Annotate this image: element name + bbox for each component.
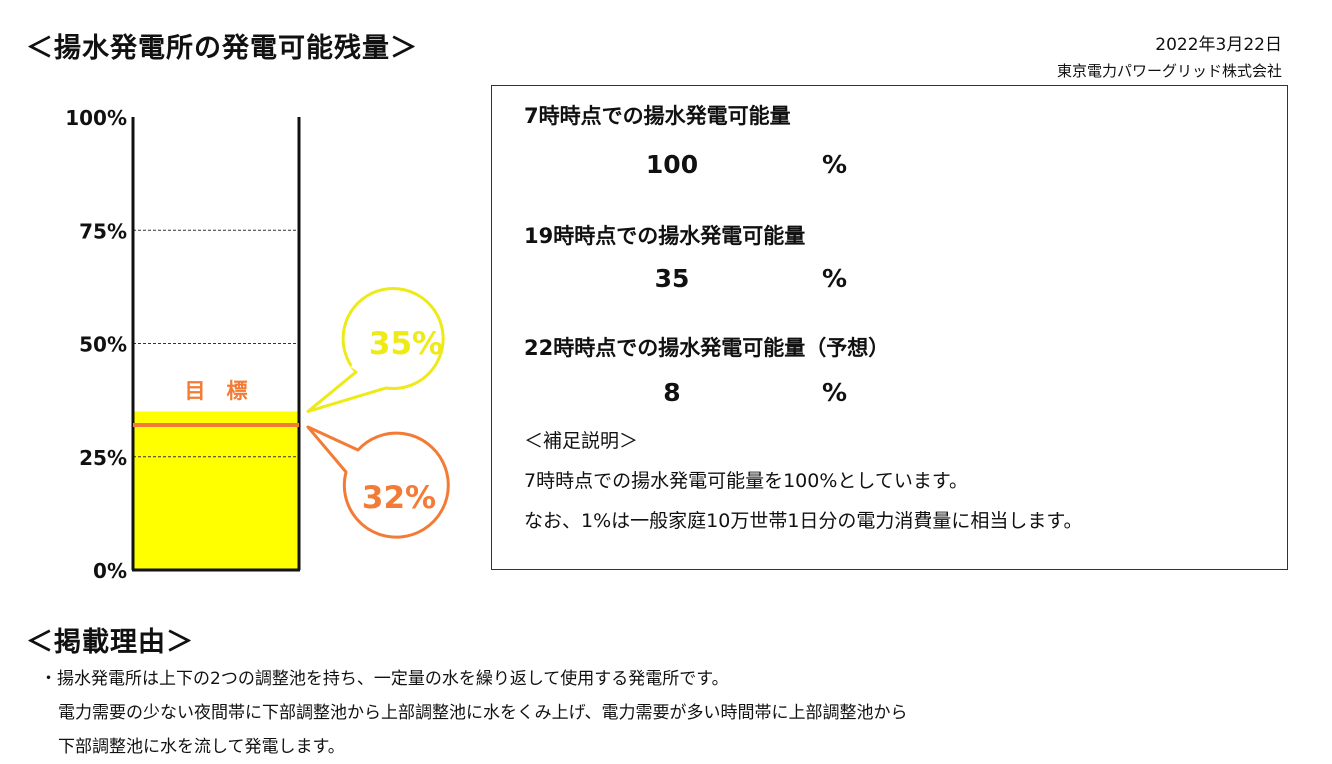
publisher-name: 東京電力パワーグリッド株式会社 — [1056, 62, 1282, 80]
reservoir-chart: 0% 25% 50% 75% 100% 目 標 35% 32% — [65, 106, 450, 583]
info-value-22h: 8 — [663, 378, 681, 407]
y-tick-label: 25% — [79, 446, 127, 470]
y-tick-label: 100% — [65, 106, 127, 130]
note-line: なお、1%は一般家庭10万世帯1日分の電力消費量に相当します。 — [524, 510, 1083, 532]
target-label: 目 標 — [185, 379, 248, 403]
target-callout-bubble — [306, 425, 450, 539]
target-callout-label: 32% — [362, 480, 436, 516]
current-callout-bubble — [306, 287, 445, 413]
report-date: 2022年3月22日 — [1155, 35, 1282, 55]
info-value-7h: 100 — [645, 150, 699, 179]
page-title: ＜揚水発電所の発電可能残量＞ — [26, 33, 418, 64]
info-unit-19h: % — [822, 264, 848, 293]
y-tick-label: 0% — [93, 559, 127, 583]
y-tick-label: 75% — [79, 219, 127, 243]
note-heading: ＜補足説明＞ — [524, 430, 639, 452]
current-callout-label: 35% — [369, 326, 443, 362]
info-label-7h: 7時時点での揚水発電可能量 — [524, 104, 791, 128]
info-label-19h: 19時時点での揚水発電可能量 — [524, 224, 806, 248]
info-unit-22h: % — [822, 378, 848, 407]
fill-level-bar — [133, 411, 299, 570]
y-tick-label: 50% — [79, 333, 127, 357]
reason-line: 下部調整池に水を流して発電します。 — [58, 737, 345, 757]
callout-mask — [350, 362, 384, 386]
reason-line: ・揚水発電所は上下の2つの調整池を持ち、一定量の水を繰り返して使用する発電所です… — [40, 669, 729, 689]
reason-heading: ＜掲載理由＞ — [26, 627, 194, 658]
info-label-22h: 22時時点での揚水発電可能量（予想） — [524, 336, 890, 360]
note-line: 7時時点での揚水発電可能量を100%としています。 — [524, 470, 968, 492]
info-panel: 7時時点での揚水発電可能量 100 % 19時時点での揚水発電可能量 35 % … — [491, 85, 1288, 570]
info-value-19h: 35 — [654, 264, 690, 293]
reason-line: 電力需要の少ない夜間帯に下部調整池から上部調整池に水をくみ上げ、電力需要が多い時… — [58, 703, 908, 723]
info-unit-7h: % — [822, 150, 848, 179]
